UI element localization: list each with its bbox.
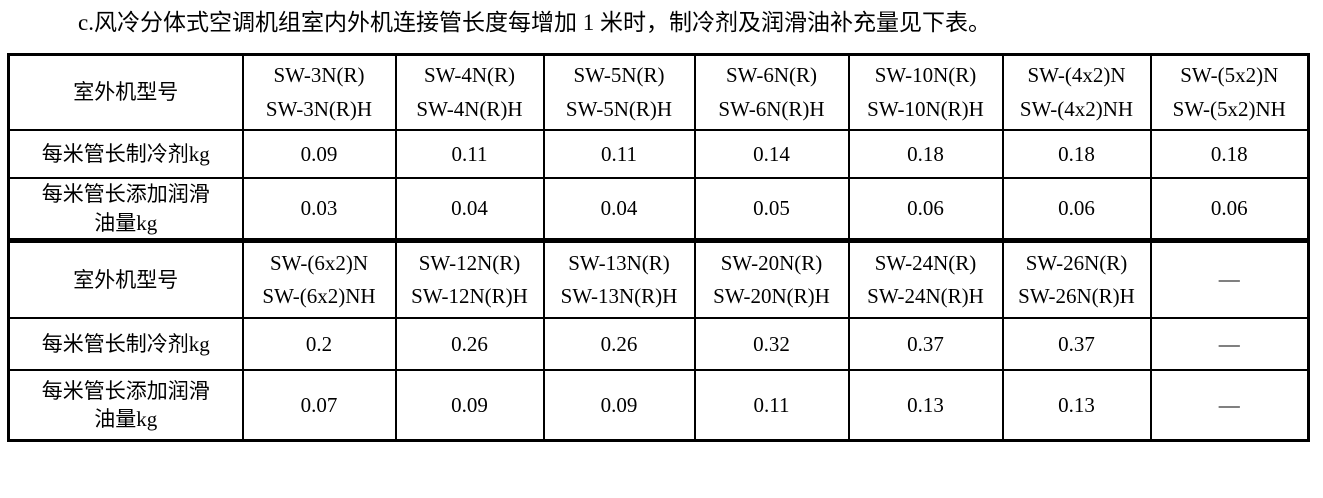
oil-per-meter-row: 每米管长添加润滑 油量kg 0.07 0.09 0.09 0.11 0.13 0.13—	[7, 369, 1310, 442]
value-cell: 0.37	[847, 317, 1004, 372]
value-cell: 0.26	[394, 317, 545, 372]
table-body: 室外机型号 SW-3N(R) SW-3N(R)H SW-4N(R) SW-4N(R)…	[7, 53, 1310, 442]
oil-row-label: 每米管长添加润滑 油量kg	[7, 177, 244, 242]
model-name-cell: SW-20N(R) SW-20N(R)H	[693, 237, 850, 320]
value-cell: 0.09	[394, 369, 545, 442]
model-name-cell: SW-(4x2)N SW-(4x2)NH	[1001, 53, 1152, 132]
value-cell: 0.03	[241, 177, 397, 242]
value-cell: 0.13	[847, 369, 1004, 442]
refrigerant-oil-supplement-table: 室外机型号 SW-3N(R) SW-3N(R)H SW-4N(R) SW-4N(R)…	[7, 52, 1310, 442]
value-cell: 0.04	[394, 177, 545, 242]
row-header-outdoor-unit-model: 室外机型号	[7, 237, 244, 320]
model-name-cell: SW-12N(R) SW-12N(R)H	[394, 237, 545, 320]
value-cell: 0.14	[693, 129, 850, 180]
value-cell: 0.11	[394, 129, 545, 180]
value-cell: —	[1149, 369, 1310, 442]
value-cell: 0.09	[542, 369, 696, 442]
value-cell: 0.37	[1001, 317, 1152, 372]
value-cell: 0.32	[693, 317, 850, 372]
model-name-cell: SW-3N(R) SW-3N(R)H	[241, 53, 397, 132]
refrigerant-row-label: 每米管长制冷剂kg	[7, 317, 244, 372]
model-name-cell: SW-4N(R) SW-4N(R)H	[394, 53, 545, 132]
document-title: c.风冷分体式空调机组室内外机连接管长度每增加 1 米时，制冷剂及润滑油补充量见…	[78, 10, 991, 35]
value-cell: 0.06	[1001, 177, 1152, 242]
value-cell: 0.26	[542, 317, 696, 372]
value-cell: 0.11	[693, 369, 850, 442]
value-cell: 0.18	[1001, 129, 1152, 180]
value-cell: 0.05	[693, 177, 850, 242]
model-name-cell: SW-13N(R) SW-13N(R)H	[542, 237, 696, 320]
model-name-cell: —	[1149, 237, 1310, 320]
value-cell: 0.13	[1001, 369, 1152, 442]
oil-row-label: 每米管长添加润滑 油量kg	[7, 369, 244, 442]
oil-per-meter-row: 每米管长添加润滑 油量kg 0.03 0.04 0.04 0.05 0.06 0.06 0.0…	[7, 177, 1310, 242]
refrigerant-per-meter-row: 每米管长制冷剂kg 0.2 0.26 0.26 0.32 0.37 0.37—	[7, 317, 1310, 372]
model-header-row: 室外机型号 SW-3N(R) SW-3N(R)H SW-4N(R) SW-4N(R)…	[7, 53, 1310, 132]
model-header-row: 室外机型号 SW-(6x2)N SW-(6x2)NH SW-12N(R) SW-12…	[7, 237, 1310, 320]
model-name-cell: SW-10N(R) SW-10N(R)H	[847, 53, 1004, 132]
value-cell: 0.06	[1149, 177, 1310, 242]
model-name-cell: SW-5N(R) SW-5N(R)H	[542, 53, 696, 132]
model-name-cell: SW-(6x2)N SW-(6x2)NH	[241, 237, 397, 320]
value-cell: 0.2	[241, 317, 397, 372]
value-cell: 0.04	[542, 177, 696, 242]
value-cell: 0.18	[847, 129, 1004, 180]
row-header-outdoor-unit-model: 室外机型号	[7, 53, 244, 132]
value-cell: 0.09	[241, 129, 397, 180]
value-cell: 0.11	[542, 129, 696, 180]
refrigerant-per-meter-row: 每米管长制冷剂kg 0.09 0.11 0.11 0.14 0.18 0.18 0.18	[7, 129, 1310, 180]
model-name-cell: SW-26N(R) SW-26N(R)H	[1001, 237, 1152, 320]
value-cell: 0.06	[847, 177, 1004, 242]
value-cell: —	[1149, 317, 1310, 372]
value-cell: 0.07	[241, 369, 397, 442]
model-name-cell: SW-6N(R) SW-6N(R)H	[693, 53, 850, 132]
model-name-cell: SW-24N(R) SW-24N(R)H	[847, 237, 1004, 320]
model-name-cell: SW-(5x2)N SW-(5x2)NH	[1149, 53, 1310, 132]
value-cell: 0.18	[1149, 129, 1310, 180]
refrigerant-row-label: 每米管长制冷剂kg	[7, 129, 244, 180]
